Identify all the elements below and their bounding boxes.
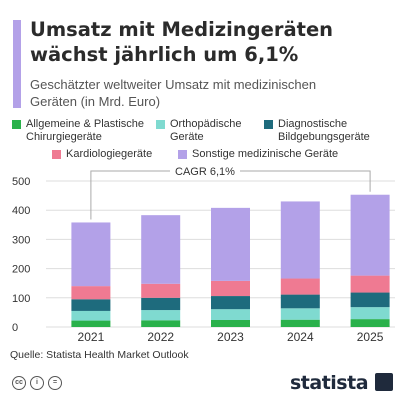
bar-segment [71,310,111,321]
cagr-label: CAGR 6,1% [175,166,235,178]
bar-segment [141,283,181,298]
bar-segment [350,319,390,327]
x-tick-label: 2021 [78,330,105,344]
y-tick-label: 500 [12,176,30,188]
subtitle: Geschätzter weltweiter Umsatz mit medizi… [30,76,390,110]
x-tick-label: 2025 [357,330,384,344]
accent-bar [13,20,21,108]
bar-segment [211,309,250,320]
bar-segment [71,222,111,287]
bar-segment [350,275,390,293]
x-tick-label: 2024 [287,330,314,344]
title-line-1: Umsatz mit Medizingeräten [30,18,334,41]
bar-segment [280,294,320,309]
bar-segment [280,319,320,327]
brand-mark-icon [375,373,393,391]
bar-segment [280,201,320,279]
by-icon: i [30,376,44,390]
subtitle-line-1: Geschätzter weltweiter Umsatz mit medizi… [30,77,317,92]
bar-segment [350,292,390,308]
subtitle-line-2: Geräten (in Mrd. Euro) [30,94,161,109]
bar-segment [141,297,181,311]
bar-segment [141,320,181,327]
y-tick-label: 200 [12,264,30,276]
nd-icon: = [48,376,62,390]
bar-segment [71,299,111,311]
bar-segment [211,280,250,297]
bar-segment [211,319,250,327]
bar-segment [141,215,181,284]
bar-segment [350,307,390,320]
bar-segment [211,207,250,281]
page-title: Umsatz mit Medizingeräten wächst jährlic… [30,17,398,67]
y-tick-label: 400 [12,205,30,217]
bar-segment [280,308,320,320]
bar-segment [141,310,181,321]
x-tick-label: 2023 [217,330,244,344]
brand-logo: statista [290,372,369,394]
bar-segment [350,194,390,276]
bar-segment [71,320,111,327]
bar-segment [280,278,320,295]
title-line-2: wächst jährlich um 6,1% [30,43,299,66]
cc-icon: cc [12,376,26,390]
bar-segment [71,286,111,300]
y-tick-label: 300 [12,234,30,246]
y-tick-label: 100 [12,293,30,305]
x-tick-label: 2022 [147,330,174,344]
y-tick-label: 0 [12,322,18,334]
cagr-label-bg [170,163,240,179]
bar-segment [211,296,250,310]
source-note: Quelle: Statista Health Market Outlook [10,349,189,361]
